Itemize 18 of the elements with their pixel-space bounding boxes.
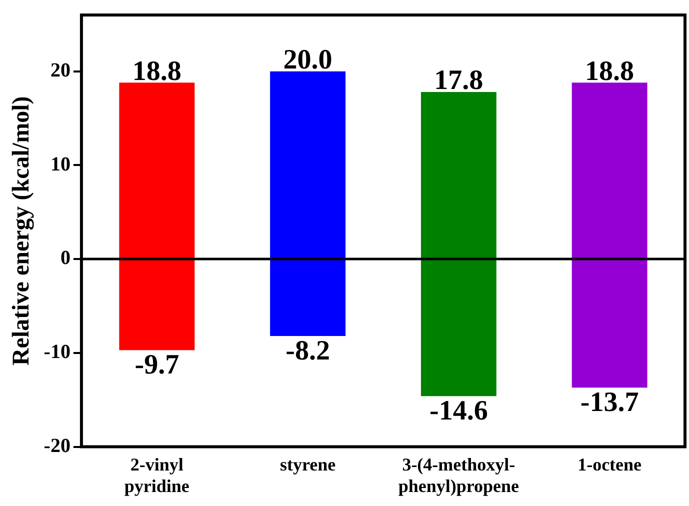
x-tick-label: 3-(4-methoxyl-phenyl)propene: [398, 454, 520, 496]
y-tick-label: -20: [44, 434, 70, 457]
y-tick-label: 20: [50, 59, 70, 82]
x-tick-label: 1-octene: [578, 454, 642, 474]
data-label: -9.7: [134, 349, 180, 380]
y-axis-title: Relative energy (kcal/mol): [8, 96, 35, 366]
data-label: 17.8: [434, 65, 484, 96]
data-label: -13.7: [580, 386, 639, 418]
x-tick-label: 2-vinyl pyridine: [124, 454, 190, 496]
y-tick-label: 0: [60, 247, 70, 270]
y-tick-label: 10: [50, 153, 70, 176]
y-tick-label: -10: [44, 341, 70, 364]
data-label: 18.8: [585, 56, 634, 87]
data-label: -8.2: [286, 335, 330, 366]
data-label: 20.0: [283, 44, 332, 76]
data-label: -14.6: [430, 395, 488, 426]
data-label: 18.8: [132, 56, 182, 87]
x-tick-label: styrene: [280, 454, 336, 474]
